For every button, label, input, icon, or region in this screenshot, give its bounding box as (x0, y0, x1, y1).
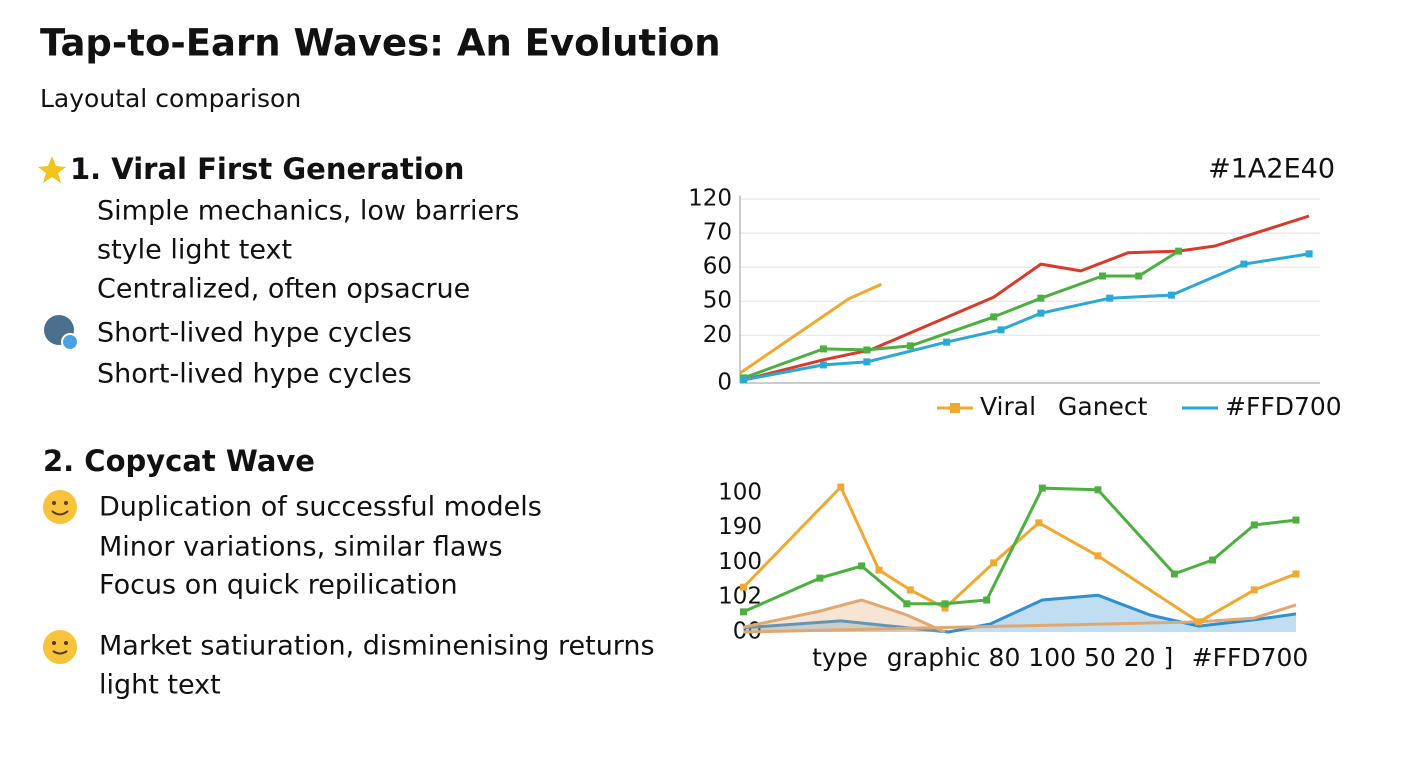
marker (1106, 294, 1114, 302)
chart-title: #1A2E40 (1208, 154, 1335, 185)
line (743, 603, 1297, 634)
marker (875, 566, 883, 574)
hype-icon-badge (61, 333, 79, 351)
legend-marker (950, 403, 960, 413)
marker (903, 600, 911, 608)
section-heading: 2. Copycat Wave (43, 444, 315, 478)
item: Minor variations, similar flaws (99, 532, 503, 563)
item: Market satiuration, disminenising return… (99, 631, 655, 662)
line (743, 598, 946, 634)
marker (819, 345, 827, 353)
item: Centralized, often opsacrue (97, 274, 470, 305)
marker (1170, 570, 1178, 578)
marker (1209, 556, 1217, 564)
marker (983, 596, 991, 604)
marker (990, 313, 998, 321)
marker (990, 559, 998, 567)
star-icon (38, 156, 66, 183)
marker (1292, 570, 1300, 578)
x-label: type (812, 643, 868, 672)
item: Duplication of successful models (99, 492, 542, 523)
line (743, 249, 1180, 380)
item: Short-lived hype cycles (97, 359, 412, 390)
marker (1292, 516, 1300, 524)
line (742, 485, 1297, 624)
marker (837, 483, 845, 491)
y-tick-label: 120 (688, 186, 732, 212)
item: Simple mechanics, low barriers (97, 196, 519, 227)
y-tick-label: 0 (717, 370, 732, 396)
y-tick-label: 100 (718, 479, 762, 505)
marker (1175, 247, 1183, 255)
marker (863, 358, 871, 366)
marker (1094, 486, 1102, 494)
marker (1135, 272, 1143, 280)
y-tick-label: 20 (703, 322, 732, 348)
smiley-icon (43, 630, 77, 664)
marker (1195, 618, 1203, 626)
marker (906, 342, 914, 350)
marker (858, 562, 866, 570)
marker (941, 600, 949, 608)
legend-label: #FFD700 (1225, 392, 1342, 421)
marker (906, 586, 914, 594)
marker (739, 583, 747, 591)
y-tick-label: 190 (718, 514, 762, 540)
item: light text (99, 670, 221, 701)
line (743, 252, 1310, 382)
y-tick-label: 60 (703, 254, 732, 280)
title: Tap-to-Earn Waves: An Evolution (40, 22, 721, 65)
marker (819, 361, 827, 369)
line (742, 486, 1297, 614)
marker (1250, 586, 1258, 594)
line (739, 282, 883, 375)
section-heading: 1. Viral First Generation (70, 152, 464, 186)
marker (1250, 521, 1258, 529)
line (743, 593, 1297, 634)
legend-label: Viral (980, 392, 1036, 421)
legend-label: Ganect (1058, 392, 1148, 421)
item: style light text (97, 235, 292, 266)
marker (1094, 552, 1102, 560)
x-label: graphic 80 100 50 20 ] (887, 643, 1174, 672)
marker (1167, 291, 1175, 299)
marker (1099, 272, 1106, 280)
y-tick-label: 100 (718, 549, 762, 575)
y-tick-label: 70 (703, 220, 732, 246)
y-tick-label: 50 (703, 288, 732, 314)
marker (1037, 294, 1045, 302)
item: Short-lived hype cycles (97, 318, 412, 349)
marker (1037, 309, 1045, 317)
subtitle: Layoutal comparison (40, 84, 301, 113)
marker (739, 608, 747, 616)
marker (941, 604, 949, 612)
marker (997, 326, 1005, 334)
marker (1305, 250, 1313, 258)
marker (943, 338, 951, 346)
marker (863, 346, 871, 354)
marker (1240, 260, 1248, 268)
line (743, 214, 1310, 382)
item: Focus on quick repilication (99, 570, 458, 601)
marker (1035, 519, 1043, 527)
marker (740, 376, 748, 384)
x-label: #FFD700 (1192, 643, 1309, 672)
area (743, 600, 946, 632)
smiley-icon (43, 490, 77, 524)
marker (816, 574, 824, 582)
marker (1038, 484, 1046, 492)
